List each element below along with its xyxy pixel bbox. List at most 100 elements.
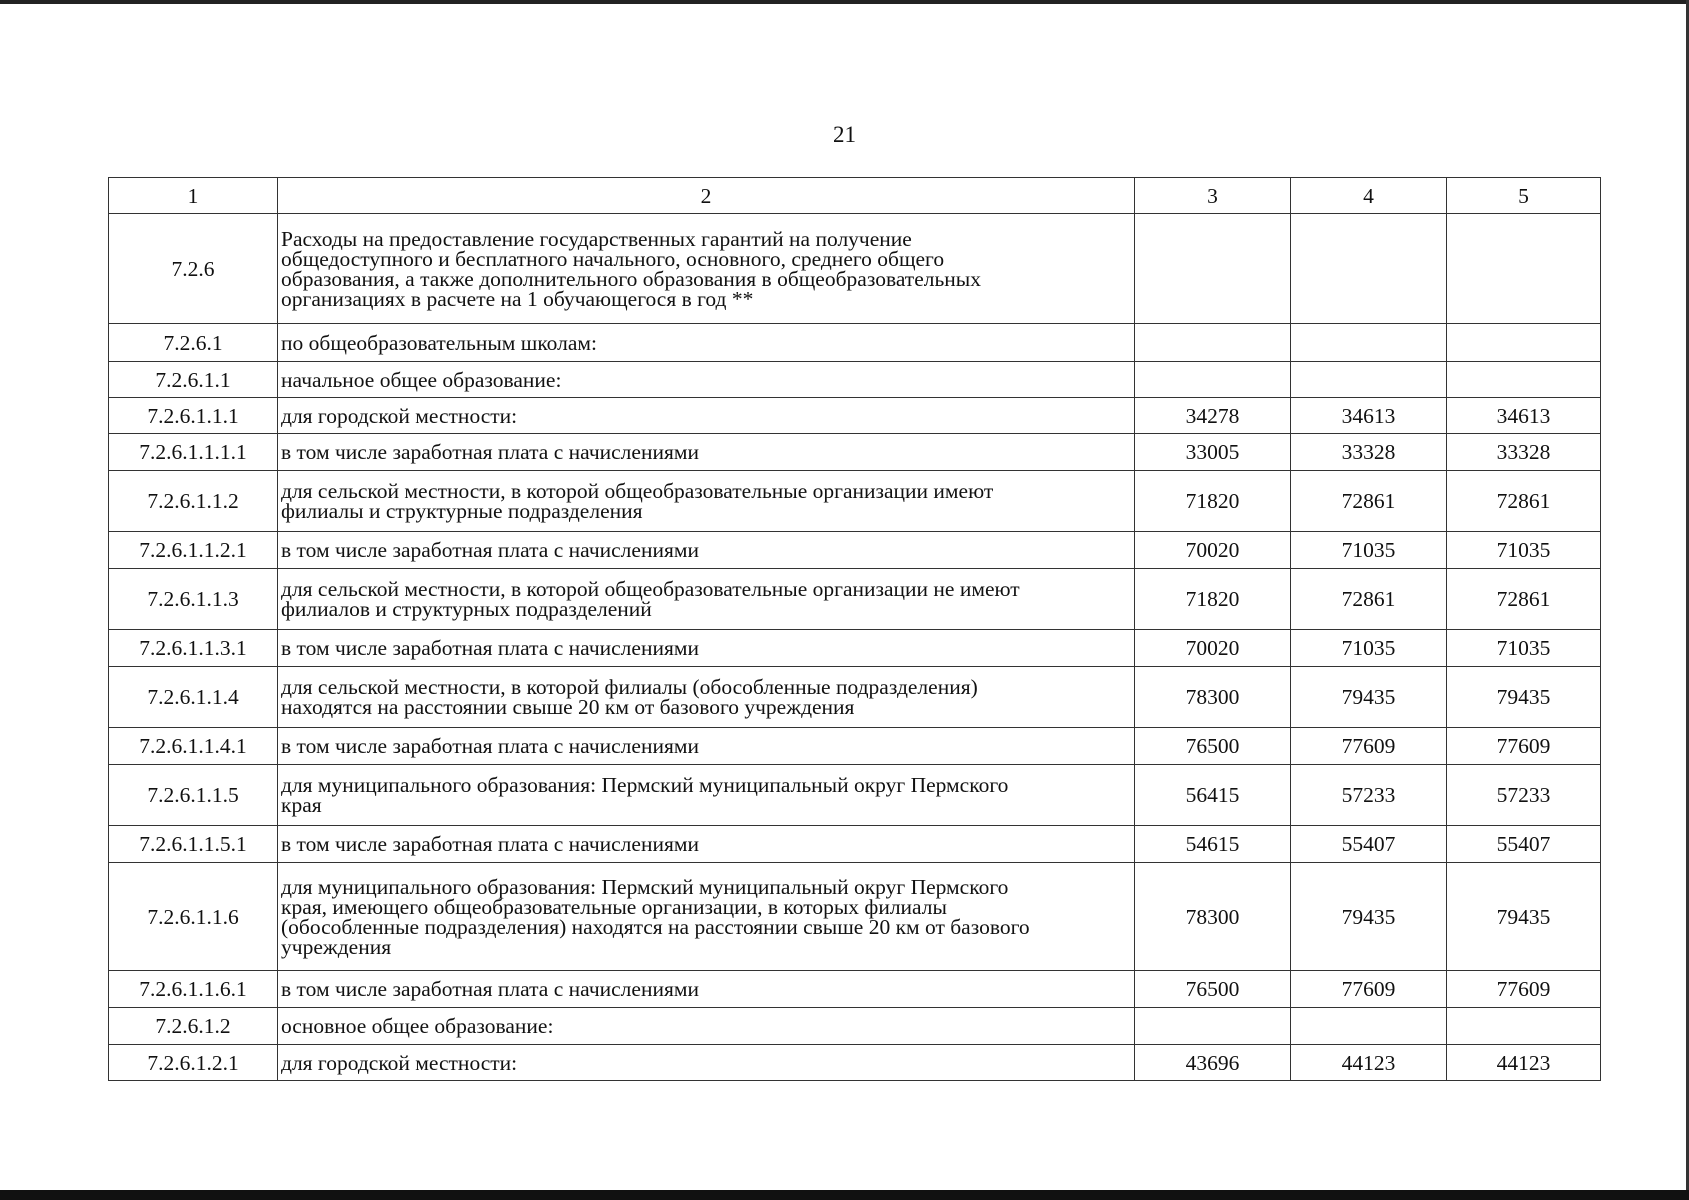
row-description: Расходы на предоставление государственны… [277,213,1135,324]
value-col4: 57233 [1290,764,1447,826]
row-description: основное общее образование: [277,1007,1135,1045]
value-col3: 43696 [1134,1044,1291,1081]
row-description: для муниципального образования: Пермский… [277,764,1135,826]
value-col3: 76500 [1134,727,1291,765]
table-row: 7.2.6.1.1.2 для сельской местности, в кот… [108,470,1601,532]
column-header: 3 [1134,177,1291,214]
row-code: 7.2.6.1.1.6.1 [108,970,278,1008]
value-col5 [1446,1007,1601,1045]
value-col4: 79435 [1290,862,1447,971]
value-col4: 33328 [1290,433,1447,471]
row-code: 7.2.6 [108,213,278,324]
expenses-table: 1 2 3 4 5 7.2.6 Расходы на предоставление… [108,177,1601,1081]
value-col3 [1134,361,1291,398]
value-col5: 34613 [1446,397,1601,434]
table-row: 7.2.6.1.1.1 для городской местности: 34278… [108,397,1601,434]
page-number: 21 [833,122,856,147]
value-col5: 72861 [1446,568,1601,630]
row-description: в том числе заработная плата с начислени… [277,433,1135,471]
row-code: 7.2.6.1.1.1 [108,397,278,434]
value-col4: 71035 [1290,629,1447,667]
value-col5: 72861 [1446,470,1601,532]
scan-edge-right [1686,0,1689,1200]
value-col4: 72861 [1290,568,1447,630]
value-col3 [1134,1007,1291,1045]
row-description: для сельской местности, в которой филиал… [277,666,1135,728]
table-row: 7.2.6.1.1.5 для муниципального образовани… [108,764,1601,826]
table-row: 7.2.6.1.1.3 для сельской местности, в кот… [108,568,1601,630]
value-col3: 56415 [1134,764,1291,826]
value-col5: 57233 [1446,764,1601,826]
column-header: 2 [277,177,1135,214]
row-code: 7.2.6.1 [108,323,278,362]
row-code: 7.2.6.1.1.3.1 [108,629,278,667]
row-description: для городской местности: [277,1044,1135,1081]
row-description: в том числе заработная плата с начислени… [277,825,1135,863]
value-col5: 44123 [1446,1044,1601,1081]
value-col5: 77609 [1446,970,1601,1008]
value-col5 [1446,213,1601,324]
table-row: 7.2.6.1.1.6.1 в том числе заработная плат… [108,970,1601,1008]
row-description: для муниципального образования: Пермский… [277,862,1135,971]
row-description: в том числе заработная плата с начислени… [277,727,1135,765]
value-col3: 71820 [1134,470,1291,532]
table-row: 7.2.6.1.1.3.1 в том числе заработная плат… [108,629,1601,667]
row-code: 7.2.6.1.1.2.1 [108,531,278,569]
row-code: 7.2.6.1.1.5.1 [108,825,278,863]
row-code: 7.2.6.1.1.1.1 [108,433,278,471]
value-col4: 71035 [1290,531,1447,569]
table-row: 7.2.6.1 по общеобразовательным школам: [108,323,1601,362]
value-col5: 77609 [1446,727,1601,765]
row-description: начальное общее образование: [277,361,1135,398]
scan-edge-top [0,0,1689,4]
table-row: 7.2.6.1.1.6 для муниципального образовани… [108,862,1601,971]
value-col4: 72861 [1290,470,1447,532]
row-code: 7.2.6.1.2 [108,1007,278,1045]
value-col4 [1290,1007,1447,1045]
table-row: 7.2.6.1.1.5.1 в том числе заработная плат… [108,825,1601,863]
value-col3: 34278 [1134,397,1291,434]
table-row: 7.2.6.1.1.4 для сельской местности, в кот… [108,666,1601,728]
table-row: 7.2.6.1.2 основное общее образование: [108,1007,1601,1045]
table-row: 7.2.6.1.1.2.1 в том числе заработная плат… [108,531,1601,569]
row-code: 7.2.6.1.1.5 [108,764,278,826]
value-col5: 33328 [1446,433,1601,471]
value-col4: 34613 [1290,397,1447,434]
row-code: 7.2.6.1.1.2 [108,470,278,532]
value-col4: 77609 [1290,727,1447,765]
row-description: для сельской местности, в которой общеоб… [277,470,1135,532]
value-col5: 79435 [1446,862,1601,971]
table-row: 7.2.6.1.2.1 для городской местности: 43696… [108,1044,1601,1081]
row-description: в том числе заработная плата с начислени… [277,970,1135,1008]
value-col5 [1446,361,1601,398]
table-row: 7.2.6 Расходы на предоставление государст… [108,213,1601,324]
value-col5: 71035 [1446,629,1601,667]
value-col3: 70020 [1134,531,1291,569]
row-code: 7.2.6.1.1.4 [108,666,278,728]
value-col5: 71035 [1446,531,1601,569]
row-code: 7.2.6.1.1 [108,361,278,398]
value-col4 [1290,323,1447,362]
value-col3 [1134,213,1291,324]
value-col4: 44123 [1290,1044,1447,1081]
value-col5: 79435 [1446,666,1601,728]
value-col4 [1290,361,1447,398]
row-description: в том числе заработная плата с начислени… [277,629,1135,667]
value-col4: 55407 [1290,825,1447,863]
row-description: для городской местности: [277,397,1135,434]
row-code: 7.2.6.1.1.4.1 [108,727,278,765]
scan-edge-bottom [0,1190,1689,1200]
table-row: 7.2.6.1.1.1.1 в том числе заработная плат… [108,433,1601,471]
value-col4: 79435 [1290,666,1447,728]
value-col4: 77609 [1290,970,1447,1008]
row-description: для сельской местности, в которой общеоб… [277,568,1135,630]
table-row: 7.2.6.1.1.4.1 в том числе заработная плат… [108,727,1601,765]
row-code: 7.2.6.1.2.1 [108,1044,278,1081]
column-header: 5 [1446,177,1601,214]
value-col5: 55407 [1446,825,1601,863]
value-col3: 76500 [1134,970,1291,1008]
header-row: 1 2 3 4 5 [108,177,1601,214]
value-col3: 78300 [1134,862,1291,971]
row-description: по общеобразовательным школам: [277,323,1135,362]
row-code: 7.2.6.1.1.6 [108,862,278,971]
